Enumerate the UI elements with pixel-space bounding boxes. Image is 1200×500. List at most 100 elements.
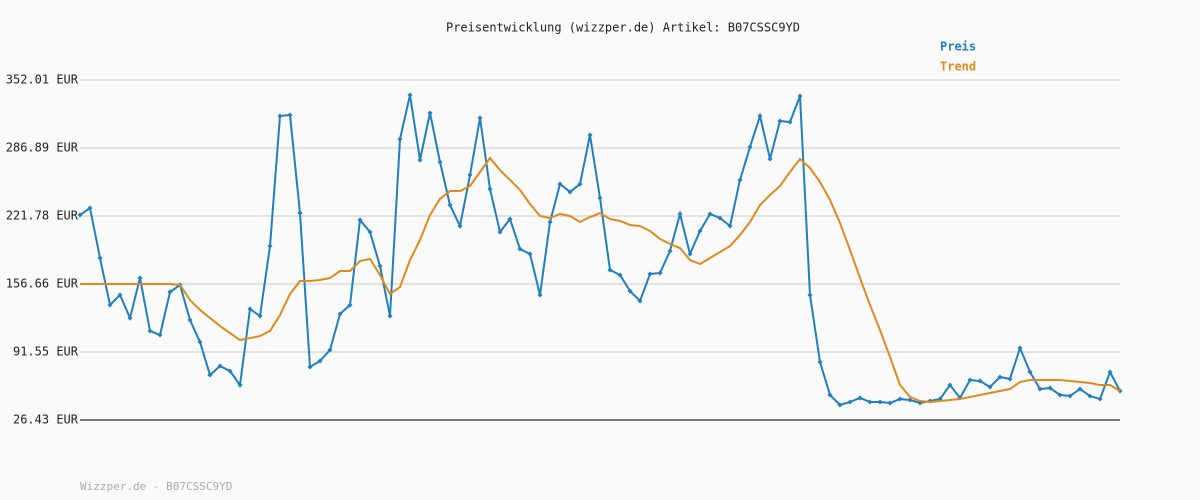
point-marker: [237, 382, 243, 388]
point-marker: [547, 219, 553, 225]
point-marker: [387, 313, 393, 319]
point-marker: [517, 246, 523, 252]
point-marker: [87, 205, 93, 211]
point-marker: [97, 255, 103, 261]
point-marker: [197, 339, 203, 345]
point-marker: [637, 298, 643, 304]
point-marker: [427, 110, 433, 116]
footer: Wizzper.de - B07CSSC9YD: [80, 480, 232, 493]
point-marker: [1057, 392, 1063, 398]
point-marker: [437, 159, 443, 165]
point-marker: [597, 195, 603, 201]
point-marker: [827, 392, 833, 398]
point-marker: [687, 251, 693, 257]
point-marker: [757, 113, 763, 119]
legend-entry: Preis: [940, 40, 976, 54]
point-marker: [397, 136, 403, 142]
point-marker: [607, 267, 613, 273]
point-marker: [907, 397, 913, 403]
point-marker: [787, 119, 793, 125]
point-marker: [857, 395, 863, 401]
point-marker: [407, 92, 413, 98]
point-marker: [1077, 386, 1083, 392]
y-tick-label: 26.43 EUR: [13, 413, 79, 427]
point-marker: [107, 302, 113, 308]
point-marker: [447, 202, 453, 208]
point-marker: [167, 289, 173, 295]
point-marker: [507, 216, 513, 222]
point-marker: [207, 372, 213, 378]
point-marker: [297, 210, 303, 216]
point-marker: [317, 358, 323, 364]
point-marker: [997, 374, 1003, 380]
point-marker: [817, 359, 823, 365]
point-marker: [157, 332, 163, 338]
point-marker: [897, 396, 903, 402]
point-marker: [667, 248, 673, 254]
legend-entry: Trend: [940, 60, 976, 74]
point-marker: [337, 311, 343, 317]
point-marker: [77, 212, 83, 218]
point-marker: [347, 302, 353, 308]
point-marker: [1067, 393, 1073, 399]
point-marker: [327, 347, 333, 353]
chart-title: Preisentwicklung (wizzper.de) Artikel: B…: [446, 21, 800, 35]
point-marker: [797, 93, 803, 99]
point-marker: [1027, 369, 1033, 375]
point-marker: [117, 292, 123, 298]
y-tick-label: 156.66 EUR: [6, 277, 79, 291]
point-marker: [527, 251, 533, 257]
point-marker: [837, 402, 843, 408]
point-marker: [767, 156, 773, 162]
point-marker: [1017, 345, 1023, 351]
point-marker: [777, 118, 783, 124]
point-marker: [417, 157, 423, 163]
point-marker: [537, 292, 543, 298]
point-marker: [717, 215, 723, 221]
point-marker: [697, 228, 703, 234]
point-marker: [307, 364, 313, 370]
point-marker: [217, 363, 223, 369]
point-marker: [877, 399, 883, 405]
point-marker: [657, 270, 663, 276]
y-tick-label: 91.55 EUR: [13, 344, 79, 358]
point-marker: [747, 144, 753, 150]
point-marker: [357, 217, 363, 223]
point-marker: [287, 112, 293, 118]
point-marker: [587, 132, 593, 138]
series-line: [80, 156, 1121, 403]
point-marker: [137, 275, 143, 281]
point-marker: [227, 368, 233, 374]
point-marker: [277, 113, 283, 119]
point-marker: [477, 115, 483, 121]
point-marker: [1097, 396, 1103, 402]
point-marker: [557, 181, 563, 187]
point-marker: [977, 378, 983, 384]
point-marker: [947, 382, 953, 388]
point-marker: [187, 317, 193, 323]
point-marker: [1007, 376, 1013, 382]
point-marker: [847, 399, 853, 405]
point-marker: [377, 263, 383, 269]
point-marker: [887, 400, 893, 406]
point-marker: [867, 399, 873, 405]
y-tick-label: 286.89 EUR: [6, 141, 79, 155]
point-marker: [727, 223, 733, 229]
point-marker: [567, 189, 573, 195]
point-marker: [267, 243, 273, 249]
point-marker: [497, 229, 503, 235]
point-marker: [367, 229, 373, 235]
y-tick-label: 352.01 EUR: [6, 73, 79, 87]
point-marker: [247, 306, 253, 312]
point-marker: [1107, 369, 1113, 375]
point-marker: [967, 377, 973, 383]
point-marker: [737, 177, 743, 183]
point-marker: [617, 272, 623, 278]
point-marker: [707, 211, 713, 217]
point-marker: [627, 288, 633, 294]
point-marker: [647, 271, 653, 277]
point-marker: [987, 384, 993, 390]
point-marker: [1047, 385, 1053, 391]
